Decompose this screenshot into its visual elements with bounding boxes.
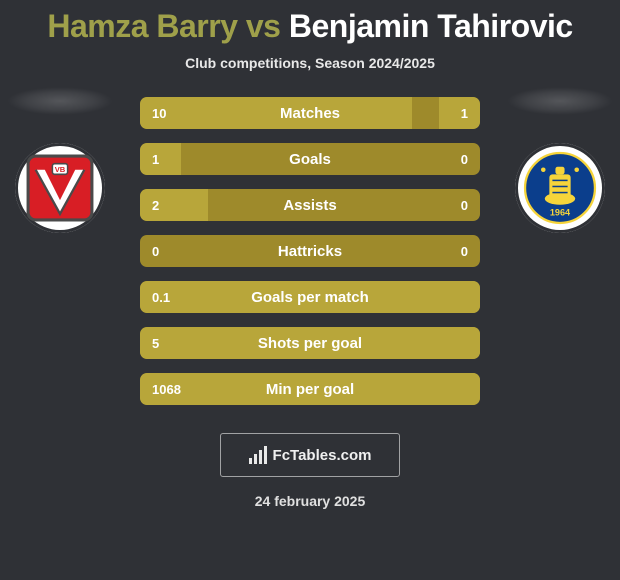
comparison-title: Hamza Barry vs Benjamin Tahirovic <box>0 0 620 45</box>
svg-text:VB: VB <box>55 165 66 174</box>
bar-chart-icon <box>249 446 267 464</box>
stat-label: Shots per goal <box>140 335 480 352</box>
player2-club-badge: 1964 <box>515 143 605 233</box>
right-player-column: 1964 <box>500 87 620 233</box>
stats-bars: 10Matches11Goals02Assists00Hattricks00.1… <box>140 97 480 405</box>
stat-label: Assists <box>140 197 480 214</box>
player1-club-badge: VB <box>15 143 105 233</box>
stat-row: 1068Min per goal <box>140 373 480 405</box>
player1-name: Hamza Barry <box>47 8 237 44</box>
left-player-column: VB <box>0 87 120 233</box>
stat-row: 1Goals0 <box>140 143 480 175</box>
stat-value-right: 1 <box>461 106 468 121</box>
stat-row: 0.1Goals per match <box>140 281 480 313</box>
stat-value-right: 0 <box>461 198 468 213</box>
comparison-arena: VB 1964 10Matches11Goals02Assists00Hattr… <box>0 97 620 405</box>
stat-value-right: 0 <box>461 244 468 259</box>
stat-value-right: 0 <box>461 152 468 167</box>
stat-label: Goals per match <box>140 289 480 306</box>
stat-row: 10Matches1 <box>140 97 480 129</box>
player2-name: Benjamin Tahirovic <box>289 8 573 44</box>
stat-label: Goals <box>140 151 480 168</box>
stat-label: Matches <box>140 105 480 122</box>
player1-silhouette <box>7 87 113 115</box>
player2-silhouette <box>507 87 613 115</box>
footer-date: 24 february 2025 <box>0 493 620 509</box>
comparison-subtitle: Club competitions, Season 2024/2025 <box>0 55 620 71</box>
stat-label: Min per goal <box>140 381 480 398</box>
brondby-year: 1964 <box>550 207 571 217</box>
stat-row: 2Assists0 <box>140 189 480 221</box>
brondby-badge-icon: 1964 <box>522 150 598 226</box>
brand-logo[interactable]: FcTables.com <box>220 433 400 477</box>
stat-row: 0Hattricks0 <box>140 235 480 267</box>
stat-label: Hattricks <box>140 243 480 260</box>
vs-text: vs <box>246 8 281 44</box>
vejle-badge-icon: VB <box>22 150 98 226</box>
brand-text: FcTables.com <box>273 447 372 464</box>
stat-row: 5Shots per goal <box>140 327 480 359</box>
